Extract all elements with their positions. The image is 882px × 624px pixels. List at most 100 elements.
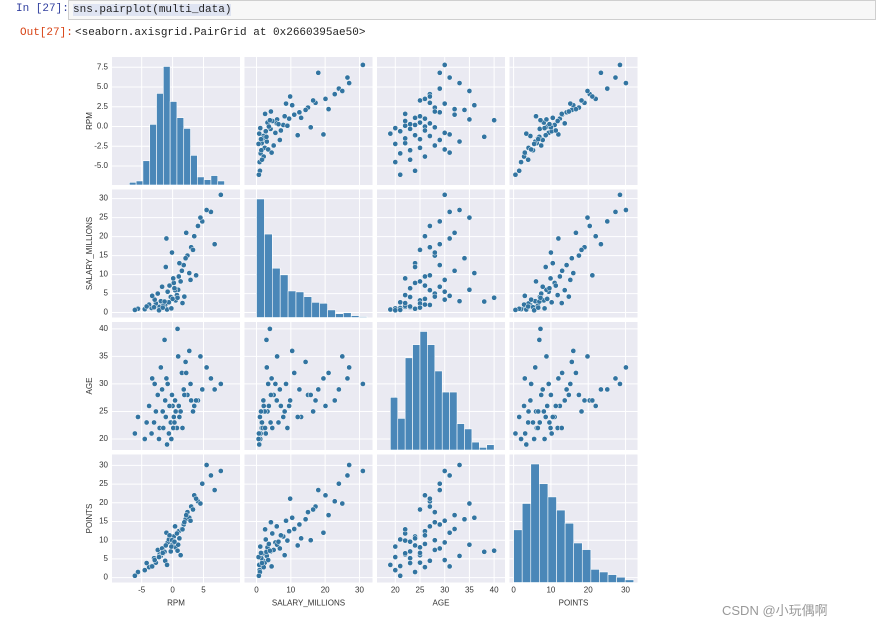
- x-tick-label: 0: [254, 586, 259, 595]
- scatter-point: [149, 375, 156, 382]
- scatter-point: [422, 233, 428, 240]
- scatter-point: [592, 233, 599, 240]
- x-axis-label: SALARY_MILLIONS: [272, 599, 345, 608]
- scatter-point: [584, 88, 591, 94]
- scatter-point: [412, 542, 418, 549]
- scatter-point: [259, 560, 265, 566]
- code[interactable]: sns.pairplot(multi_data): [73, 4, 232, 16]
- scatter-point: [170, 414, 177, 420]
- scatter-point: [163, 375, 170, 382]
- scatter-point: [186, 348, 193, 354]
- y-tick-label: 20: [99, 434, 108, 443]
- scatter-point: [260, 403, 267, 409]
- scatter-point: [441, 539, 448, 546]
- scatter-point: [164, 441, 170, 448]
- y-tick-label: 5: [104, 554, 109, 563]
- histogram-bar: [327, 309, 336, 318]
- scatter-point: [339, 353, 346, 360]
- scatter-point: [427, 120, 433, 127]
- scatter-point: [407, 285, 413, 292]
- scatter-point: [322, 403, 329, 409]
- scatter-point: [412, 114, 418, 121]
- scatter-point: [267, 547, 273, 554]
- x-tick-label: 0: [511, 586, 516, 595]
- scatter-point: [407, 147, 413, 154]
- histogram-bar: [197, 176, 205, 185]
- scatter-point: [283, 381, 289, 387]
- scatter-point: [451, 526, 458, 532]
- scatter-point: [397, 572, 404, 579]
- scatter-point: [191, 403, 198, 409]
- y-tick-label: 0: [104, 308, 109, 317]
- scatter-point: [431, 108, 438, 115]
- panel: [377, 454, 505, 583]
- y-tick-label: 10: [99, 535, 108, 544]
- scatter-point: [456, 553, 463, 559]
- histogram-bar: [404, 357, 413, 450]
- scatter-point: [417, 119, 423, 126]
- scatter-point: [547, 275, 554, 282]
- scatter-point: [266, 541, 272, 547]
- scatter-point: [516, 414, 523, 420]
- panel-content: [112, 189, 240, 318]
- scatter-point: [558, 300, 565, 306]
- scatter-point: [446, 209, 453, 215]
- watermark: CSDN @小玩偶啊: [722, 603, 828, 618]
- scatter-point: [545, 381, 552, 387]
- scatter-point: [441, 146, 448, 153]
- scatter-point: [148, 430, 155, 437]
- scatter-point: [427, 523, 433, 530]
- scatter-point: [527, 397, 534, 404]
- x-tick-label: 10: [546, 586, 555, 595]
- code-cell[interactable]: sns.pairplot(multi_data): [68, 0, 876, 20]
- scatter-point: [322, 492, 329, 499]
- scatter-point: [427, 557, 433, 564]
- scatter-point: [135, 569, 141, 575]
- scatter-point: [431, 293, 438, 300]
- scatter-point: [307, 124, 314, 131]
- scatter-point: [412, 569, 418, 575]
- scatter-point: [422, 153, 428, 160]
- scatter-point: [536, 419, 543, 426]
- scatter-point: [167, 548, 174, 555]
- scatter-point: [179, 526, 186, 533]
- scatter-point: [183, 229, 190, 236]
- scatter-point: [203, 462, 210, 468]
- scatter-point: [441, 130, 448, 136]
- scatter-point: [175, 353, 182, 360]
- scatter-point: [436, 283, 443, 290]
- scatter-point: [567, 381, 574, 387]
- scatter-point: [203, 364, 210, 371]
- scatter-point: [387, 130, 394, 137]
- scatter-point: [154, 392, 161, 398]
- panel-content: [377, 322, 505, 450]
- scatter-point: [544, 403, 551, 409]
- scatter-point: [208, 375, 214, 382]
- scatter-point: [431, 519, 438, 526]
- scatter-point: [298, 535, 304, 542]
- scatter-point: [573, 106, 579, 112]
- histogram-bar: [449, 391, 458, 450]
- scatter-point: [315, 487, 322, 493]
- scatter-point: [262, 425, 268, 431]
- scatter-point: [522, 430, 529, 437]
- scatter-point: [427, 287, 433, 294]
- histogram-bar: [390, 397, 399, 450]
- y-tick-label: 0: [104, 573, 109, 582]
- scatter-point: [546, 419, 553, 426]
- scatter-point: [187, 277, 194, 283]
- scatter-point: [412, 122, 418, 128]
- scatter-point: [291, 526, 298, 532]
- scatter-point: [302, 107, 309, 113]
- scatter-point: [263, 133, 270, 140]
- x-tick-label: 10: [286, 586, 295, 595]
- scatter-point: [268, 375, 275, 382]
- scatter-point: [557, 273, 563, 280]
- scatter-point: [320, 131, 327, 138]
- panel-content: [244, 454, 373, 583]
- scatter-point: [427, 99, 433, 106]
- scatter-point: [298, 114, 304, 121]
- scatter-point: [436, 480, 443, 487]
